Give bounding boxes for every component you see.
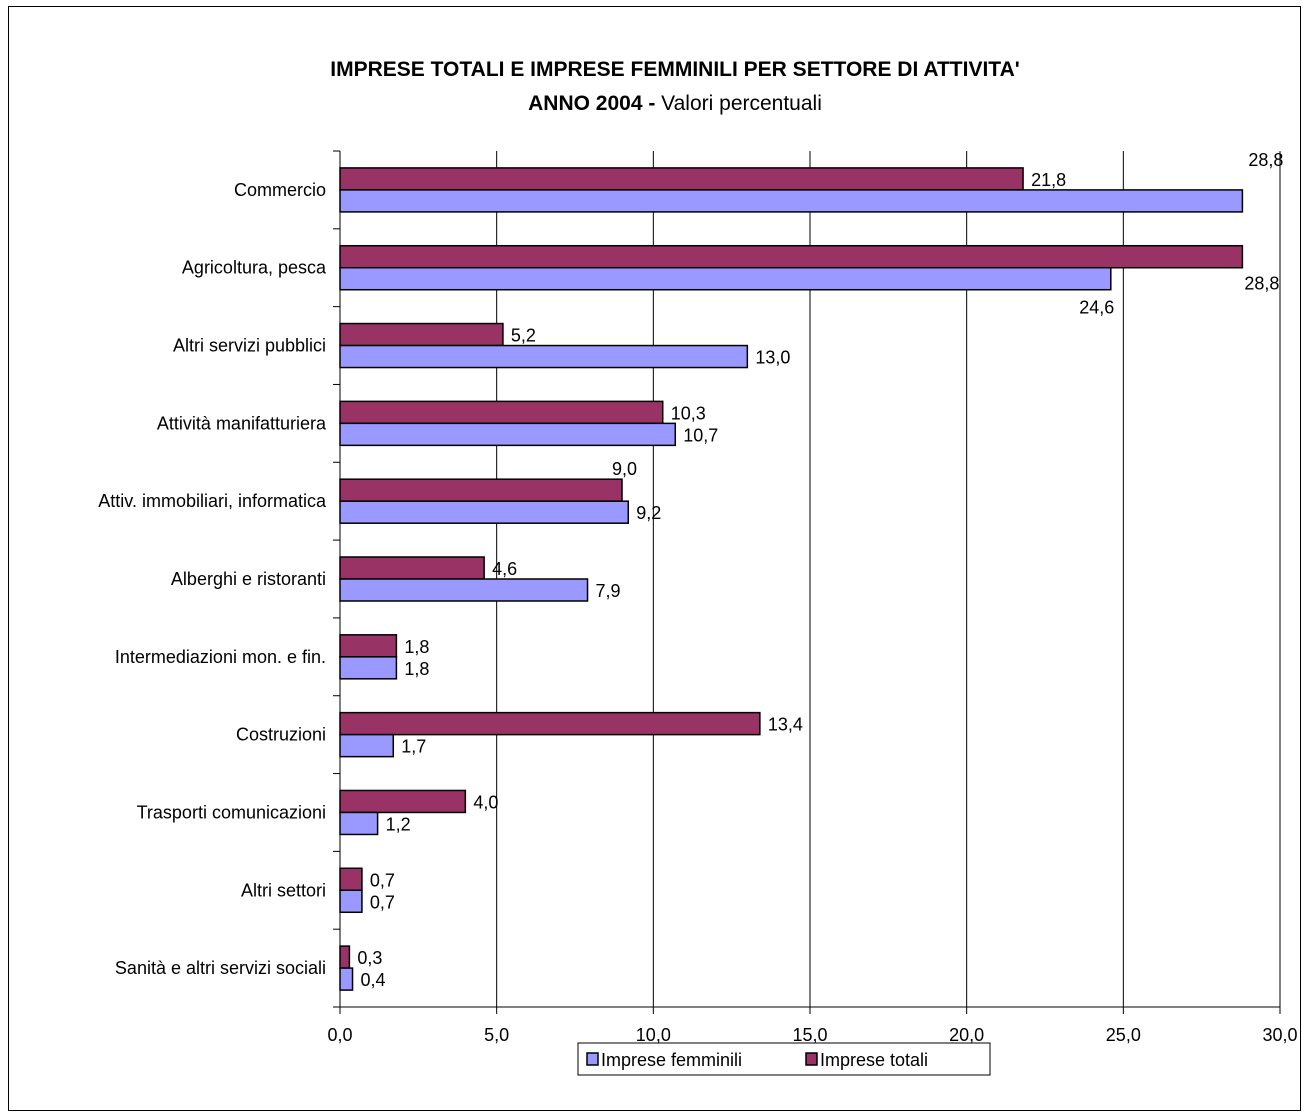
bar-imprese-totali [339,244,1244,269]
category-label: Commercio [234,180,326,200]
legend-box [577,1042,991,1076]
data-label-imprese-totali: 28,8 [1244,274,1279,294]
data-label-imprese-totali: 13,4 [768,715,803,735]
x-tick-label: 20,0 [949,1025,984,1045]
bar-imprese-totali [339,322,504,347]
bar-imprese-femminili [339,578,589,602]
bar-imprese-totali [339,789,467,814]
bar-imprese-totali [339,867,363,892]
data-label-imprese-totali: 10,3 [671,403,706,423]
chart-subtitle: ANNO 2004 - Valori percentuali [528,92,822,115]
legend-label-imprese-totali: Imprese totali [820,1050,928,1070]
legend-swatch-imprese-totali [805,1052,818,1066]
legend-swatch-imprese-femminili [586,1052,599,1066]
data-label-imprese-femminili: 1,7 [401,737,426,757]
data-label-imprese-totali: 4,0 [473,792,498,812]
data-label-imprese-femminili: 9,2 [636,503,661,523]
bar-imprese-femminili [339,500,630,524]
data-label-imprese-femminili: 7,9 [596,581,621,601]
bar-imprese-femminili [339,967,354,991]
bar-imprese-femminili [339,811,379,836]
bar-imprese-femminili [339,189,1244,213]
bar-imprese-femminili [339,344,749,369]
data-label-imprese-totali: 0,3 [357,948,382,968]
data-label-imprese-femminili: 13,0 [755,348,790,368]
x-tick-label: 5,0 [484,1025,509,1045]
category-label: Alberghi e ristoranti [171,569,326,589]
category-label: Altri servizi pubblici [173,336,326,356]
category-label: Costruzioni [236,725,326,745]
bar-imprese-femminili [339,266,1112,291]
data-label-imprese-femminili: 0,7 [370,892,395,912]
data-label-imprese-femminili: 1,8 [404,659,429,679]
bar-imprese-femminili [339,733,395,758]
chart-subtitle-text: Valori percentuali [661,92,822,115]
bar-imprese-totali [339,167,1024,191]
chart-subtitle-year: ANNO 2004 - [528,92,655,115]
category-label: Attività manifatturiera [157,413,327,433]
bar-imprese-totali [339,634,398,658]
category-label: Sanità e altri servizi sociali [115,958,326,978]
x-tick-label: 0,0 [327,1025,352,1045]
data-label-imprese-totali: 4,6 [492,559,517,579]
data-label-imprese-totali: 1,8 [404,637,429,657]
bar-imprese-femminili [339,422,677,447]
x-tick-label: 15,0 [792,1025,827,1045]
data-label-imprese-femminili: 28,8 [1248,150,1283,170]
category-label: Intermediazioni mon. e fin. [115,647,326,667]
data-label-imprese-femminili: 24,6 [1079,298,1114,318]
chart-frame: IMPRESE TOTALI E IMPRESE FEMMINILI PER S… [8,6,1301,1111]
data-label-imprese-totali: 0,7 [370,870,395,890]
category-label: Trasporti comunicazioni [137,802,326,822]
data-label-imprese-totali: 5,2 [511,326,536,346]
bar-imprese-totali [339,711,761,736]
x-tick-label: 25,0 [1106,1025,1141,1045]
bar-chart: IMPRESE TOTALI E IMPRESE FEMMINILI PER S… [98,58,1298,1076]
bar-imprese-totali [339,400,664,425]
data-label-imprese-femminili: 10,7 [683,425,718,445]
data-label-imprese-femminili: 0,4 [361,970,386,990]
chart-title: IMPRESE TOTALI E IMPRESE FEMMINILI PER S… [330,58,1019,81]
category-label: Altri settori [241,880,326,900]
category-label: Attiv. immobiliari, informatica [98,491,327,511]
x-tick-label: 30,0 [1262,1025,1297,1045]
bar-imprese-totali [339,945,351,969]
data-label-imprese-totali: 9,0 [612,459,637,479]
category-label: Agricoltura, pesca [182,258,327,278]
legend-label-imprese-femminili: Imprese femminili [601,1050,742,1070]
data-label-imprese-femminili: 1,2 [386,814,411,834]
bar-imprese-totali [339,478,623,502]
plot-area: 0,0 5,0 10,0 15,0 20,0 25,0 30,0 Commercio 21,8 2… [98,150,1297,1045]
legend: Imprese femminili Imprese totali [577,1042,991,1076]
x-tick-label: 10,0 [636,1025,671,1045]
bar-imprese-femminili [339,656,398,680]
bar-imprese-femminili [339,889,363,914]
data-label-imprese-totali: 21,8 [1031,170,1066,190]
bar-imprese-totali [339,556,485,580]
